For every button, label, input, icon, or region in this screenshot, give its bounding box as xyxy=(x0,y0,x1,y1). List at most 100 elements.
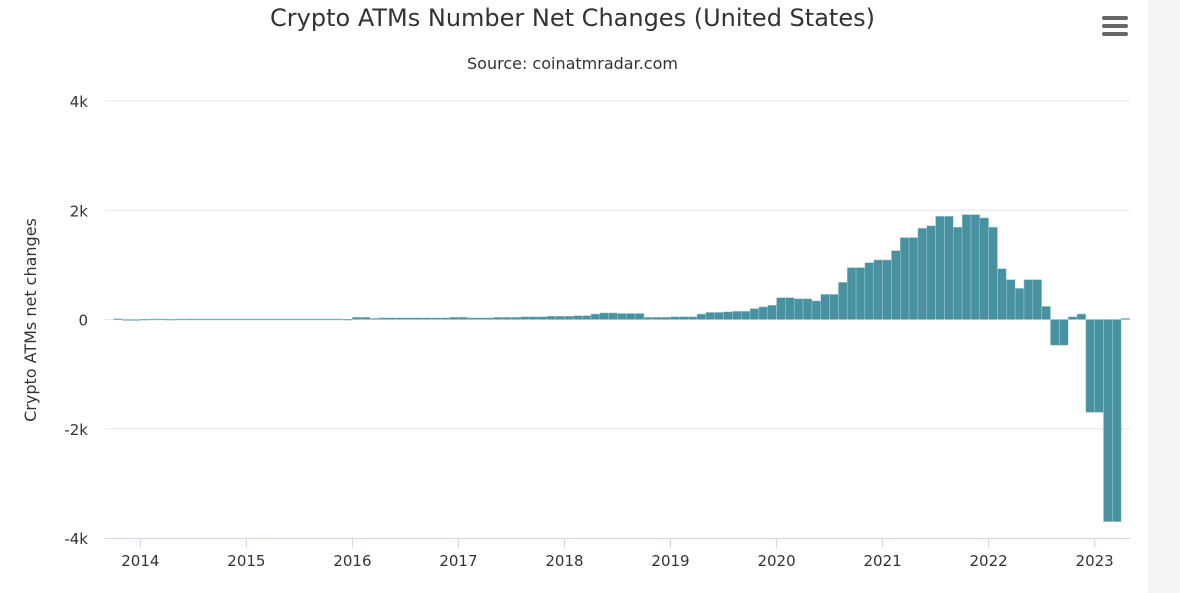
bar xyxy=(1076,313,1087,320)
bar xyxy=(908,237,919,320)
bar xyxy=(776,297,786,320)
bar xyxy=(467,317,477,320)
bar xyxy=(113,318,123,320)
bar xyxy=(900,237,910,320)
chart-title: Crypto ATMs Number Net Changes (United S… xyxy=(270,4,875,32)
bar xyxy=(184,318,194,321)
bar xyxy=(670,316,680,320)
bar xyxy=(422,317,433,320)
bar xyxy=(361,317,371,320)
bar xyxy=(864,262,875,320)
bar xyxy=(237,318,247,321)
bar xyxy=(131,319,141,321)
bar xyxy=(343,318,353,321)
bar xyxy=(272,318,282,321)
hamburger-menu-icon[interactable] xyxy=(1102,16,1128,38)
bar xyxy=(201,318,212,321)
bar xyxy=(838,282,848,320)
chart-subtitle: Source: coinatmradar.com xyxy=(467,54,678,73)
y-axis-label: Crypto ATMs net changes xyxy=(21,218,40,422)
bar xyxy=(528,316,539,320)
bar xyxy=(581,315,592,320)
bar xyxy=(935,216,945,320)
x-tick-label: 2016 xyxy=(333,552,371,570)
bar xyxy=(520,316,530,320)
bar xyxy=(1120,318,1131,320)
bar xyxy=(148,318,159,321)
bar xyxy=(378,317,389,320)
bar xyxy=(891,250,901,320)
bar xyxy=(1094,319,1104,413)
bar xyxy=(785,297,795,320)
bar xyxy=(599,312,609,320)
bar xyxy=(705,312,715,320)
bar xyxy=(590,313,601,320)
bar xyxy=(961,214,972,320)
bar xyxy=(537,316,548,320)
bar xyxy=(634,313,645,320)
bar xyxy=(405,317,415,320)
bar xyxy=(228,318,238,321)
bar xyxy=(1032,279,1042,320)
y-tick-label: 2k xyxy=(70,202,89,220)
bar xyxy=(758,306,768,320)
bar xyxy=(882,259,892,320)
bar xyxy=(979,217,989,320)
x-tick-label: 2018 xyxy=(545,552,583,570)
bar xyxy=(617,313,627,320)
bar xyxy=(316,318,327,321)
bar xyxy=(334,318,344,321)
bar xyxy=(564,315,574,320)
bar xyxy=(140,318,150,321)
x-tick-label: 2017 xyxy=(439,552,477,570)
bar xyxy=(1014,288,1025,320)
bar xyxy=(820,294,830,320)
bar xyxy=(944,216,954,320)
bar xyxy=(811,300,821,320)
bar xyxy=(696,313,707,320)
page-background-strip xyxy=(1148,0,1180,593)
bar xyxy=(679,316,689,320)
bar xyxy=(396,317,406,320)
bar xyxy=(219,318,229,321)
bar xyxy=(299,318,309,321)
bar xyxy=(307,318,318,321)
bar xyxy=(449,317,459,320)
bar xyxy=(122,319,132,321)
bar xyxy=(210,318,221,321)
bar xyxy=(290,318,300,321)
x-tick-label: 2022 xyxy=(970,552,1008,570)
bar xyxy=(254,318,265,321)
bar xyxy=(793,298,804,320)
bar xyxy=(767,305,777,320)
x-tick-label: 2019 xyxy=(651,552,689,570)
bar xyxy=(352,317,362,320)
bar xyxy=(926,225,936,320)
x-tick-label: 2015 xyxy=(227,552,265,570)
y-tick-label: -4k xyxy=(64,530,88,548)
bar xyxy=(873,259,883,320)
bar xyxy=(1103,319,1113,522)
bar xyxy=(387,317,397,320)
bar xyxy=(855,267,866,320)
bar xyxy=(1059,319,1069,346)
bar xyxy=(1067,316,1078,320)
bar xyxy=(1006,279,1016,320)
bar xyxy=(440,317,450,320)
chart: 4k 2k 0 -2k -4k 2014 2015 2016 2017 2018 2019 2020 2… xyxy=(21,93,1131,570)
x-tick-label: 2021 xyxy=(863,552,901,570)
bar xyxy=(175,318,185,321)
bar xyxy=(414,317,424,320)
bar xyxy=(802,298,813,320)
bar xyxy=(829,294,839,320)
bar xyxy=(652,317,662,320)
bar xyxy=(193,318,203,321)
bar xyxy=(643,317,654,320)
bar xyxy=(511,317,521,320)
bar xyxy=(157,318,168,321)
bar xyxy=(661,317,671,320)
bar xyxy=(475,317,486,320)
x-tick-label: 2014 xyxy=(121,552,159,570)
bar xyxy=(1050,319,1060,346)
bar xyxy=(608,312,618,320)
